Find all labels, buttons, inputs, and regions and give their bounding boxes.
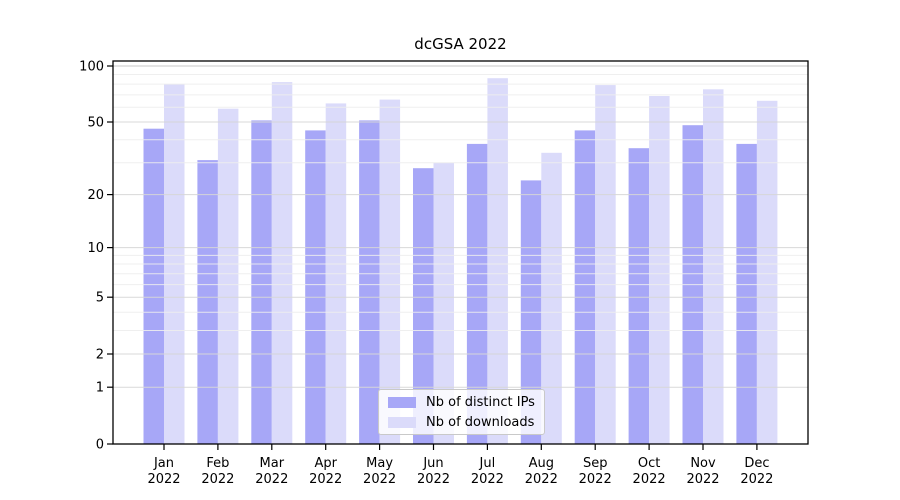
x-tick-label-year: 2022 <box>525 472 558 487</box>
bar-mar-downloads <box>271 82 293 444</box>
x-tick-label-month: Jan <box>153 456 174 471</box>
x-tick-label-year: 2022 <box>147 472 180 487</box>
x-tick-label-year: 2022 <box>579 472 612 487</box>
x-tick-label-year: 2022 <box>255 472 288 487</box>
x-tick-label-month: May <box>366 456 393 471</box>
bar-dec-distinct-ips <box>736 143 757 444</box>
bar-sep-distinct-ips <box>574 130 596 444</box>
legend-label-distinct-ips: Nb of distinct IPs <box>426 394 535 410</box>
bar-oct-distinct-ips <box>628 148 650 444</box>
legend-swatch-downloads <box>388 416 416 428</box>
x-tick-label-year: 2022 <box>686 472 719 487</box>
legend-row-downloads: Nb of downloads <box>388 414 535 430</box>
bar-dec-downloads <box>756 100 778 445</box>
bar-jul-downloads <box>487 78 508 444</box>
bar-jan-distinct-ips <box>143 128 164 444</box>
bar-feb-distinct-ips <box>197 160 218 444</box>
x-tick-label-month: Feb <box>206 456 229 471</box>
x-tick-label-month: Oct <box>638 456 660 471</box>
legend-label-downloads: Nb of downloads <box>426 414 535 430</box>
bar-jun-distinct-ips <box>413 168 434 444</box>
plot-border <box>112 60 809 445</box>
x-tick-label-month: Mar <box>260 456 285 471</box>
x-tick-label-month: Jun <box>422 456 443 471</box>
x-tick-label-month: Apr <box>314 456 337 471</box>
x-tick-label-month: Sep <box>583 456 608 471</box>
bar-nov-downloads <box>703 89 724 445</box>
x-tick-label-year: 2022 <box>201 472 234 487</box>
bar-sep-downloads <box>595 85 616 444</box>
x-tick-label-year: 2022 <box>417 472 450 487</box>
legend-swatch-distinct-ips <box>388 396 416 408</box>
x-tick-label-year: 2022 <box>309 472 342 487</box>
y-tick-label: 1 <box>96 381 104 396</box>
bar-jul-distinct-ips <box>466 143 488 444</box>
chart-title: dcGSA 2022 <box>414 35 507 53</box>
y-tick-label: 10 <box>87 241 104 256</box>
y-tick-label: 2 <box>96 348 104 363</box>
bar-may-downloads <box>379 99 401 444</box>
bar-apr-distinct-ips <box>305 130 326 444</box>
bar-oct-downloads <box>649 96 670 444</box>
bar-mar-distinct-ips <box>251 120 272 445</box>
bar-aug-downloads <box>541 152 562 445</box>
x-tick-label-month: Jul <box>479 456 496 471</box>
x-tick-label-month: Nov <box>690 456 716 471</box>
y-tick-label: 5 <box>96 291 104 306</box>
y-tick-label: 50 <box>87 116 104 131</box>
bar-jun-downloads <box>433 162 454 444</box>
bar-feb-downloads <box>217 108 239 444</box>
y-tick-label: 20 <box>87 188 104 203</box>
x-tick-label-year: 2022 <box>363 472 396 487</box>
legend: Nb of distinct IPs Nb of downloads <box>378 389 545 435</box>
x-tick-label-year: 2022 <box>633 472 666 487</box>
legend-row-distinct-ips: Nb of distinct IPs <box>388 394 535 410</box>
x-tick-label-year: 2022 <box>740 472 773 487</box>
y-tick-label: 100 <box>79 60 104 75</box>
x-tick-label-month: Aug <box>529 456 554 471</box>
y-tick-label: 0 <box>96 438 104 453</box>
bar-may-distinct-ips <box>359 120 380 445</box>
x-tick-label-year: 2022 <box>471 472 504 487</box>
x-tick-label-month: Dec <box>744 456 769 471</box>
